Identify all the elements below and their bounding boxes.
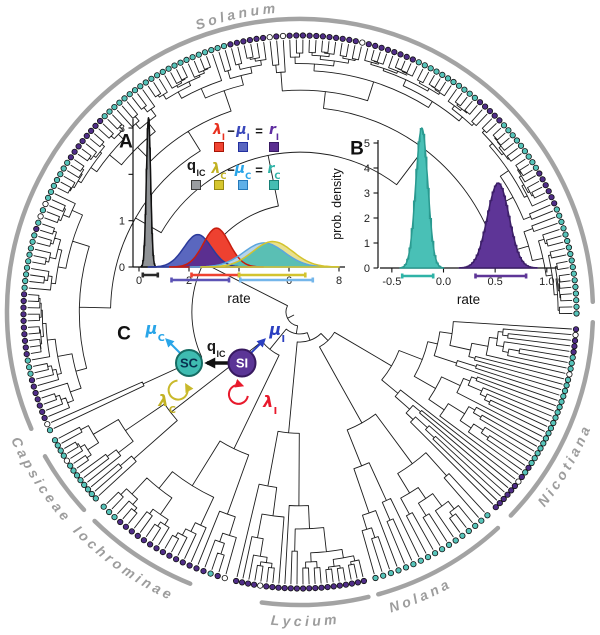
x-tick-label: 0.5: [488, 276, 503, 288]
y-tick-label: 5: [364, 138, 370, 150]
clade-arc-nicotiana: [508, 319, 596, 518]
q-ic-transition-label: qIC: [206, 338, 226, 360]
lambda-c-label: λC: [158, 391, 176, 416]
x-axis-title: rate: [457, 292, 480, 307]
x-tick-label: 0: [136, 275, 142, 287]
hpd-bar: [400, 273, 435, 279]
panel-a-label: A: [119, 131, 133, 153]
si-state-label: SI: [235, 355, 249, 371]
y-tick-label: 2: [364, 213, 370, 225]
y-tick-label: 0: [364, 263, 370, 275]
panel-c-diagram: [165, 338, 266, 405]
panel-b-label: B: [350, 138, 364, 160]
y-axis-title: prob. density: [330, 167, 344, 239]
legend-lambda-c: λC: [211, 160, 227, 181]
legend-minus-2: −: [227, 162, 235, 178]
legend-swatch-r-i: [269, 142, 279, 152]
x-tick-label: 1.0: [539, 276, 554, 288]
legend-equals-1: =: [255, 123, 263, 139]
tree-branch-paths: [27, 39, 573, 585]
legend-swatch-q-ic: [191, 180, 201, 190]
clade-arc-lycium: [259, 594, 371, 608]
hpd-bar: [474, 273, 528, 279]
clade-arc-segments: [4, 16, 596, 608]
legend-lambda-i: λI: [213, 121, 225, 142]
x-tick-label: -0.5: [382, 276, 401, 288]
lambda-i-label: λI: [263, 392, 278, 417]
legend-equals-2: =: [255, 162, 263, 178]
mu-c-label: μC: [145, 319, 165, 344]
x-tick-label: 8: [336, 275, 342, 287]
mu-c-arrow: [165, 338, 181, 354]
x-axis-title: rate: [227, 291, 250, 306]
sc-state-node: [175, 349, 203, 377]
y-tick-label: 3: [119, 123, 125, 135]
x-tick-label: 0.0: [436, 276, 451, 288]
legend-mu-c: μC: [234, 160, 252, 181]
clade-arc-solanum: [4, 16, 596, 432]
hpd-bar: [170, 277, 231, 283]
lambda-c-self-loop: [167, 379, 194, 401]
y-tick-label: 3: [364, 188, 370, 200]
mu-i-label: μI: [269, 320, 286, 345]
phylogeny-tip-dots: [20, 32, 580, 592]
phylogeny-branches: [27, 39, 573, 585]
taxa-label-lycium: Lycium: [270, 611, 340, 629]
taxa-label-iochrominae: Iochrominae: [70, 522, 177, 603]
lambda-i-self-loop: [227, 379, 249, 405]
legend-swatch-lambda-i: [214, 142, 224, 152]
clade-arc-capsiceae: [42, 454, 87, 513]
legend-minus-1: −: [227, 123, 235, 139]
sc-state-label: SC: [179, 355, 199, 371]
y-tick-label: 1: [364, 238, 370, 250]
legend-swatch-lambda-c: [214, 180, 224, 190]
legend-swatch-mu-c: [238, 180, 248, 190]
clade-arc-iochrominae: [92, 518, 193, 586]
panel-c-label: C: [117, 323, 131, 345]
y-tick-label: 0: [119, 262, 125, 274]
legend-swatch-mu-i: [238, 142, 248, 152]
hpd-bar: [141, 272, 160, 278]
legend-swatch-r-c: [269, 180, 279, 190]
hpd-bar: [237, 272, 307, 278]
y-tick-label: 4: [364, 163, 370, 175]
legend-q-ic: qIC: [186, 157, 206, 179]
si-state-node: [227, 348, 257, 378]
panel-b-plot: -0.5 0.0 0.5 1.0 0 1 2 3 4 5 rate prob. density: [330, 127, 557, 307]
legend-mu-i: μI: [236, 121, 250, 142]
hpd-bar: [239, 277, 315, 283]
legend-r-c: rC: [267, 160, 281, 181]
legend-r-i: rI: [268, 121, 280, 142]
y-tick-label: 1: [119, 216, 125, 228]
mu-i-arrow: [250, 338, 266, 354]
clade-arc-nolana: [376, 525, 501, 597]
